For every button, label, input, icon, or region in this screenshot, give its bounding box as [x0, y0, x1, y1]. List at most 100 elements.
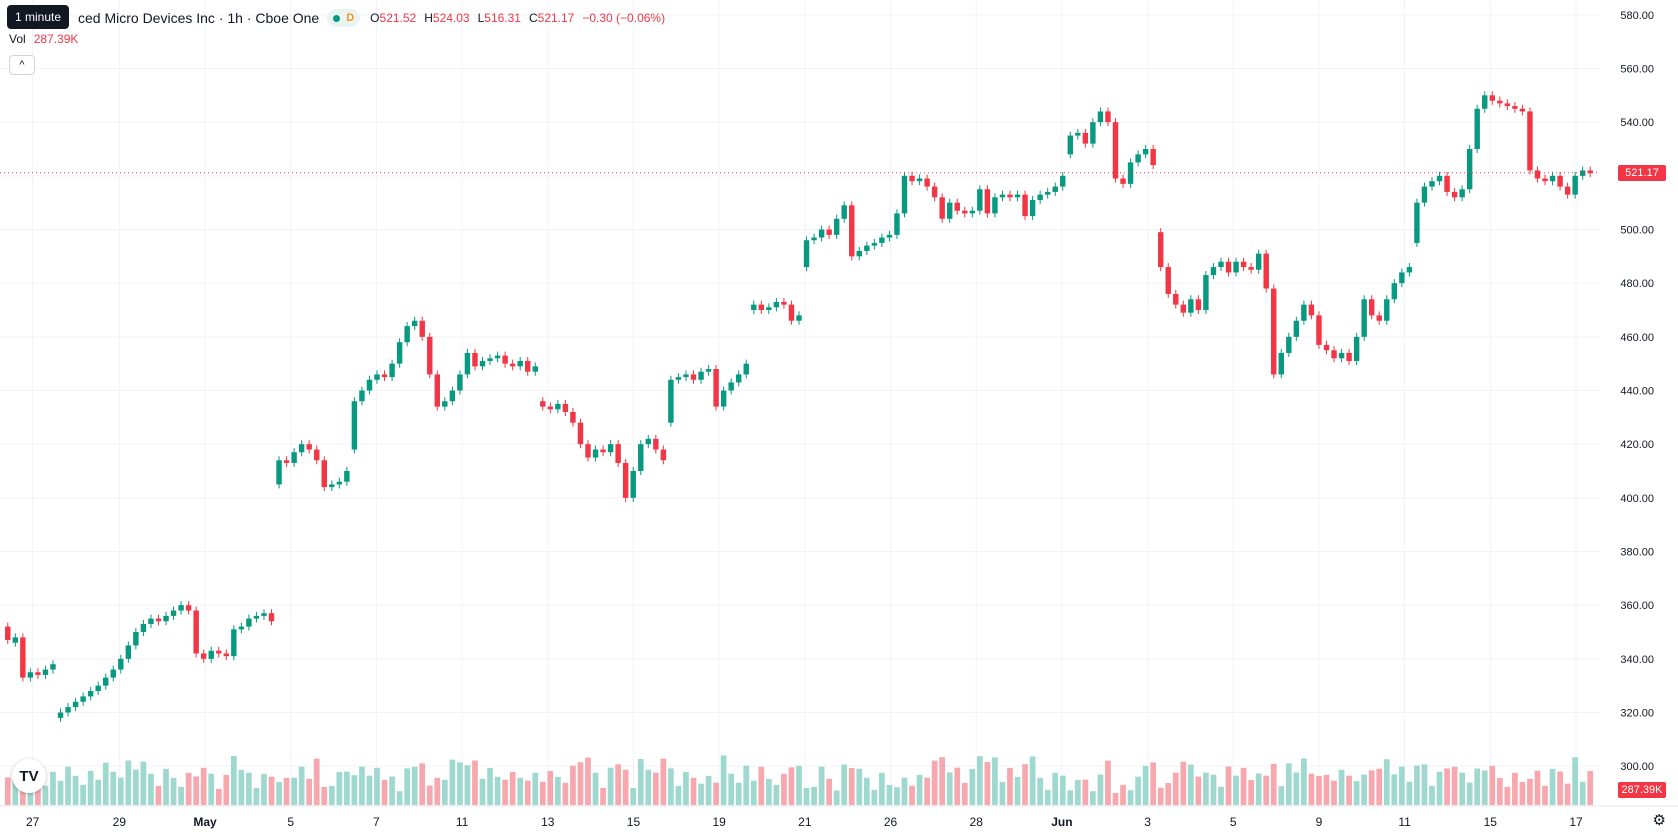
candle-body: [246, 618, 252, 627]
volume-bar: [178, 786, 184, 805]
candle-body: [525, 360, 531, 372]
volume-bar: [585, 757, 591, 805]
volume-bar: [359, 766, 365, 805]
volume-bar: [803, 788, 810, 805]
volume-bar: [1421, 764, 1428, 805]
candle-body: [1542, 178, 1548, 182]
delayed-data-badge: D: [346, 12, 355, 24]
candle-body: [72, 701, 79, 708]
candle-body: [1293, 320, 1300, 337]
candle-body: [1301, 304, 1307, 321]
candle-body: [268, 613, 275, 622]
candle-body: [592, 449, 599, 458]
volume-bar: [125, 760, 132, 805]
volume-label: Vol: [9, 32, 26, 46]
x-tick-label: 28: [970, 815, 984, 829]
y-tick-label: 380.00: [1620, 547, 1654, 559]
volume-bar: [291, 777, 297, 805]
volume-bar: [976, 756, 983, 805]
volume-bar: [683, 771, 689, 805]
volume-bar: [1519, 781, 1526, 805]
volume-bar: [1150, 762, 1157, 805]
candle-body: [728, 382, 734, 391]
candle-body: [969, 210, 976, 214]
volume-bar: [1338, 769, 1345, 805]
candle-body: [1075, 132, 1081, 136]
collapse-legend-button[interactable]: ^: [9, 55, 35, 75]
volume-bar: [246, 772, 252, 805]
volume-bar: [441, 779, 448, 805]
symbol-title[interactable]: ced Micro Devices Inc · 1h · Cboe One: [78, 10, 320, 26]
y-tick-label: 500.00: [1620, 225, 1654, 237]
candle-body: [223, 653, 230, 657]
candle-body: [645, 438, 652, 445]
volume-bar: [1195, 776, 1202, 805]
candle-body: [962, 210, 968, 214]
volume-bar: [509, 771, 516, 805]
y-tick-label: 480.00: [1620, 278, 1654, 290]
candle-body: [796, 315, 802, 321]
candle-body: [864, 245, 870, 251]
candle-body: [570, 411, 576, 423]
volume-bar: [713, 782, 719, 805]
candle-body: [283, 460, 290, 463]
volume-bar: [12, 772, 19, 805]
candle-body: [509, 363, 516, 367]
candle-body: [231, 629, 237, 657]
candle-body: [1218, 261, 1224, 268]
candle-body: [80, 696, 86, 702]
volume-bar: [645, 769, 652, 805]
volume-bar: [1587, 770, 1594, 805]
y-tick-label: 540.00: [1620, 117, 1654, 129]
candle-body: [389, 363, 395, 378]
candle-body: [329, 484, 335, 488]
volume-bar: [1512, 772, 1518, 805]
y-tick-label: 460.00: [1620, 332, 1654, 344]
volume-bar: [1014, 776, 1021, 805]
high-value: 524.03: [432, 11, 470, 25]
volume-bar: [532, 772, 539, 805]
volume-bar: [954, 767, 961, 805]
candle-body: [1421, 186, 1428, 203]
candle-body: [487, 358, 493, 361]
candle-body: [1120, 178, 1126, 184]
volume-bar: [321, 787, 328, 805]
candle-body: [1429, 181, 1435, 187]
volume-bar: [637, 759, 644, 805]
volume-bar: [1082, 779, 1089, 805]
volume-bar: [1120, 784, 1126, 805]
volume-bar: [366, 775, 373, 805]
candle-body: [1127, 162, 1134, 184]
volume-bar: [1263, 775, 1270, 805]
volume-bar: [434, 777, 441, 805]
candle-body: [321, 460, 327, 488]
x-tick-label: 5: [1230, 815, 1237, 829]
market-status-pill[interactable]: D: [327, 9, 361, 27]
candle-body: [698, 371, 704, 380]
candle-body: [871, 242, 878, 246]
volume-bar: [102, 762, 109, 805]
volume-bar: [457, 762, 463, 805]
candle-body: [909, 175, 915, 182]
candle-body: [193, 610, 199, 654]
candle-body: [1150, 149, 1156, 166]
volume-bar: [328, 785, 335, 805]
candle-body: [427, 336, 433, 375]
volume-bar: [901, 777, 908, 805]
candle-body: [758, 304, 765, 310]
candle-body: [42, 669, 49, 675]
x-tick-label: 5: [287, 815, 294, 829]
x-tick-label: 17: [1569, 815, 1583, 829]
candle-body: [1497, 100, 1503, 104]
candle-body: [291, 452, 297, 463]
volume-bar: [1353, 781, 1360, 805]
candle-body: [540, 401, 546, 407]
tradingview-logo-icon[interactable]: TV: [12, 759, 46, 793]
volume-bar: [1466, 782, 1473, 805]
volume-bar: [1451, 766, 1458, 805]
candle-body: [434, 374, 441, 407]
gear-icon[interactable]: ⚙: [1652, 812, 1666, 829]
candle-body: [916, 178, 923, 182]
volume-bar: [773, 784, 780, 805]
